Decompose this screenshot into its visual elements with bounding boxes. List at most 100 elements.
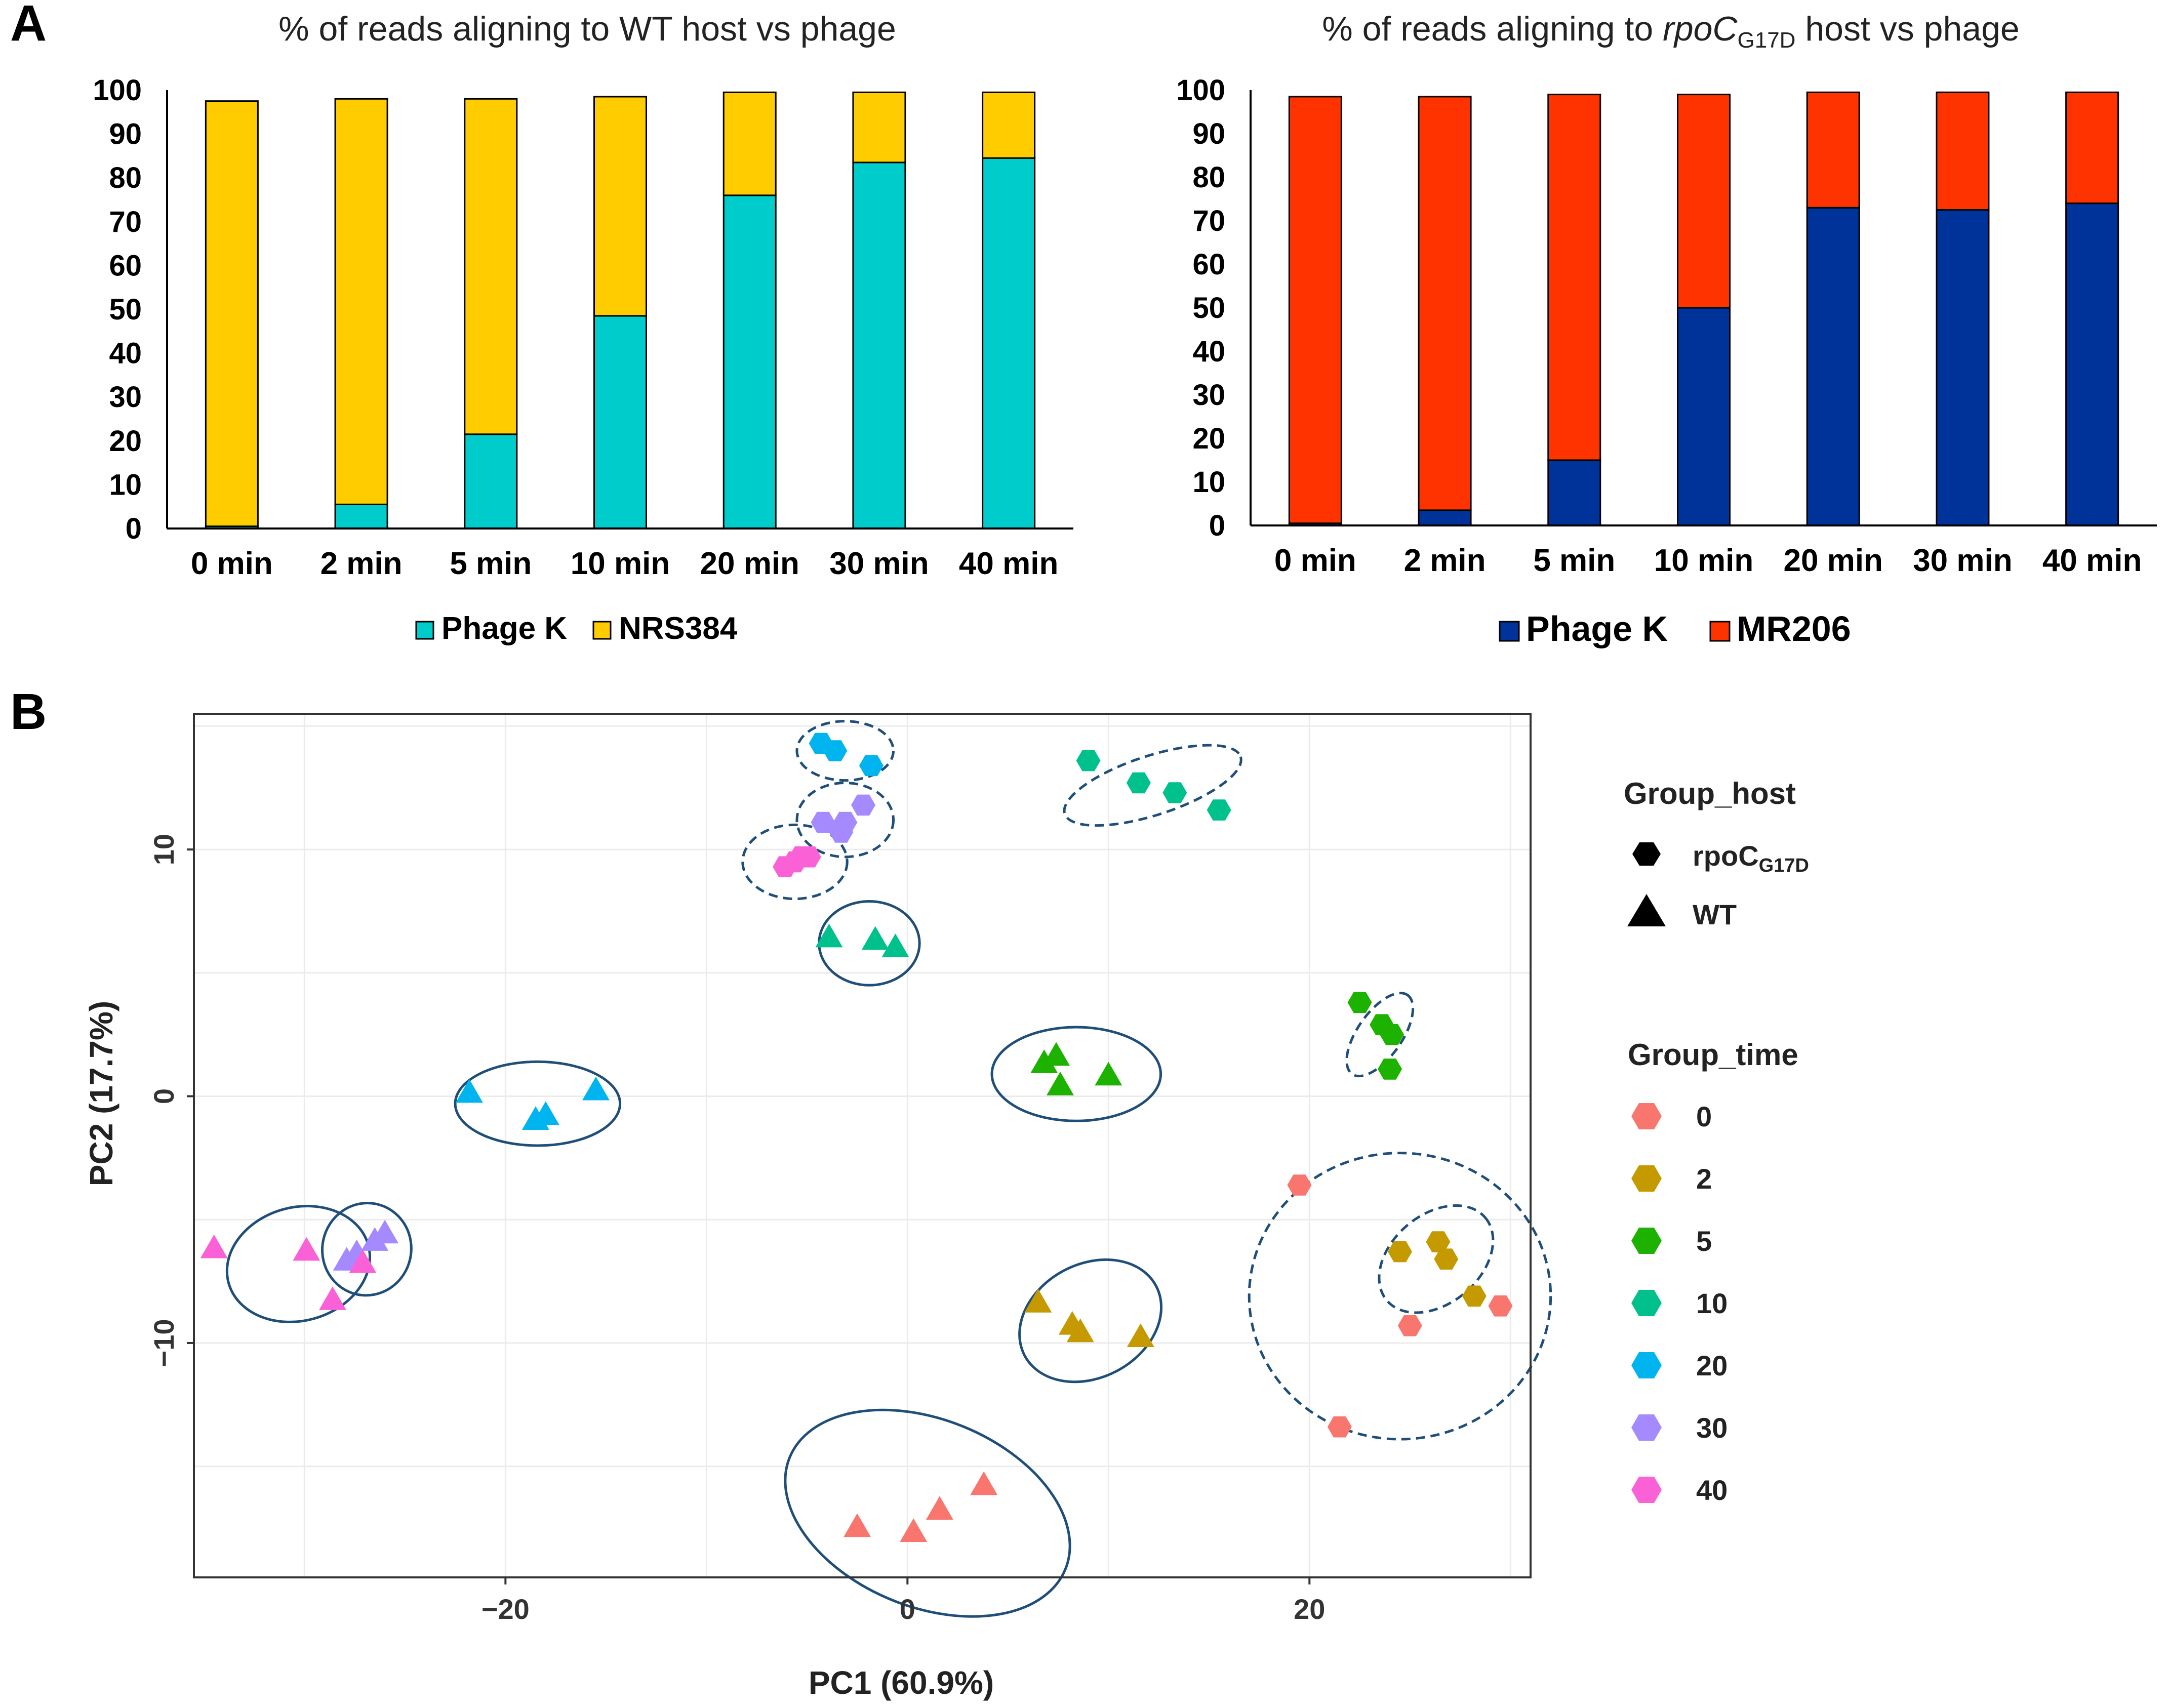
rpoc-bar-mr206-0-min (1288, 96, 1342, 524)
legend-rpoc: Phage K MR206 (1499, 609, 1851, 648)
wt-y-tick-70: 70 (109, 206, 142, 238)
rpoc-y-tick-100: 100 (1176, 74, 1225, 107)
ellipse-wt-t2 (1018, 1258, 1163, 1384)
legend-host-title: Group_host (1624, 777, 1796, 810)
wt-y-tick-80: 80 (109, 161, 142, 194)
bars-wt (205, 91, 1036, 530)
wt-bar-phage-k-40-min (982, 157, 1036, 530)
wt-y-tick-40: 40 (109, 337, 142, 370)
wt-bar-nrs384-0-min (205, 100, 259, 527)
rpoc-y-tick-60: 60 (1192, 248, 1225, 281)
rpoc-y-tick-40: 40 (1192, 335, 1225, 368)
legend-label-mr206: MR206 (1737, 609, 1851, 648)
point-rpoc-t40-53 (796, 846, 821, 868)
pca-x-label: PC1 (60.9%) (809, 1664, 994, 1701)
ellipse-rpocg17d-t40 (741, 823, 849, 901)
point-wt-t20-15 (455, 1079, 483, 1103)
legend-time-label-0: 0 (1696, 1101, 1712, 1132)
pca-x-ticklabel-20: 20 (1294, 1593, 1325, 1625)
point-rpoc-t10-39 (1076, 750, 1101, 771)
point-wt-t10-14 (881, 933, 909, 957)
rpoc-bar-mr206-30-min (1936, 91, 1990, 211)
point-wt-t5-8 (1030, 1049, 1058, 1073)
wt-bar-phage-k-10-min (593, 315, 647, 530)
wt-bar-nrs384-2-min (334, 98, 388, 505)
wt-bar-phage-k-20-min (722, 194, 777, 530)
point-wt-t30-22 (371, 1219, 399, 1244)
pca-x-ticklabel--20: −20 (481, 1593, 530, 1625)
point-rpoc-t10-41 (1162, 782, 1187, 803)
wt-y-tick-30: 30 (109, 381, 142, 414)
pca-y-ticklabel-10: 10 (148, 834, 180, 865)
rpoc-x-tick-0-min: 0 min (1274, 543, 1356, 578)
wt-y-tick-100: 100 (93, 74, 142, 107)
legend-time-label-40: 40 (1696, 1474, 1728, 1506)
rpoc-x-tick-2-min: 2 min (1404, 543, 1486, 578)
legend-label-nrs384: NRS384 (619, 611, 738, 646)
rpoc-bar-phage-k-10-min (1677, 307, 1731, 526)
legend-time-swatch-5 (1631, 1228, 1662, 1254)
point-wt-t2-7 (1127, 1323, 1154, 1347)
legend-time-swatch-2 (1631, 1165, 1662, 1192)
wt-bar-phage-k-30-min (852, 161, 906, 530)
rpoc-y-tick-70: 70 (1192, 205, 1225, 237)
legend-swatch-mr206 (1709, 621, 1731, 642)
point-rpoc-t5-38 (1378, 1059, 1402, 1080)
pca-gridlines (194, 714, 1531, 1577)
point-wt-t10-13 (861, 926, 889, 950)
point-rpoc-t2-33 (1434, 1248, 1459, 1270)
pca-ticks: −20 0 20 10 0 −10 (148, 834, 1325, 1625)
wt-x-tick-30-min: 30 min (829, 546, 929, 581)
point-rpoc-t2-34 (1462, 1285, 1487, 1307)
point-wt-t2-4 (1024, 1288, 1052, 1313)
point-wt-t40-24 (293, 1237, 320, 1261)
wt-bar-nrs384-40-min (982, 91, 1036, 159)
legend-group-time: Group_time 0 2 5 10 20 30 40 (1628, 1038, 1798, 1506)
rpoc-y-tick-80: 80 (1192, 161, 1225, 194)
point-rpoc-t0-30 (1488, 1295, 1513, 1317)
legend-swatch-nrs384 (592, 621, 612, 640)
point-wt-t10-12 (815, 923, 843, 948)
pca-panel-border (193, 713, 1532, 1578)
point-rpoc-t20-44 (823, 740, 848, 761)
legend-time-swatch-30 (1631, 1414, 1662, 1441)
point-rpoc-t10-40 (1126, 772, 1151, 794)
wt-bar-nrs384-20-min (722, 91, 777, 196)
rpoc-bar-phage-k-5-min (1547, 459, 1601, 526)
rpoc-bar-phage-k-40-min (2065, 202, 2119, 526)
legend-time-label-10: 10 (1696, 1287, 1728, 1319)
pca-panel-background (194, 714, 1531, 1577)
bars-rpoc (1288, 91, 2119, 526)
legend-time-label-5: 5 (1696, 1225, 1712, 1257)
pca-x-ticklabel-0: 0 (900, 1593, 915, 1625)
legend-triangle-icon (1627, 894, 1666, 926)
wt-bar-nrs384-5-min (464, 98, 518, 435)
point-wt-t5-9 (1042, 1042, 1070, 1066)
legend-time-swatch-20 (1631, 1352, 1662, 1378)
point-rpoc-t30-46 (811, 811, 835, 833)
wt-y-tick-60: 60 (109, 249, 142, 282)
legend-time-label-30: 30 (1696, 1412, 1728, 1444)
point-wt-t5-11 (1095, 1062, 1122, 1086)
wt-bar-nrs384-30-min (852, 91, 906, 164)
legend-swatch-phage-k-rpoc (1499, 621, 1520, 642)
point-rpoc-t30-49 (851, 794, 875, 816)
wt-x-tick-0-min: 0 min (191, 546, 273, 581)
point-rpoc-t5-35 (1347, 992, 1372, 1013)
rpoc-bar-mr206-20-min (1806, 91, 1860, 209)
rpoc-bar-phage-k-20-min (1806, 207, 1860, 526)
wt-bar-phage-k-5-min (464, 433, 518, 530)
point-wt-t2-6 (1066, 1318, 1094, 1343)
rpoc-x-tick-20-min: 20 min (1784, 543, 1883, 578)
rpoc-y-tick-0: 0 (1209, 509, 1225, 542)
rpoc-y-tick-30: 30 (1192, 379, 1225, 412)
panel-label-a: A (10, 0, 47, 52)
point-wt-t5-10 (1047, 1072, 1074, 1095)
point-rpoc-t0-27 (1287, 1174, 1312, 1196)
bar-chart-wt: % of reads aligning to WT host vs phage … (93, 10, 1073, 646)
ellipse-wt-t20 (454, 1060, 622, 1147)
point-wt-t0-3 (970, 1471, 998, 1495)
point-rpoc-t10-42 (1207, 799, 1231, 821)
legend-host-rpoc: rpoCG17D (1693, 840, 1809, 876)
ellipse-wt-t0 (784, 1408, 1071, 1618)
